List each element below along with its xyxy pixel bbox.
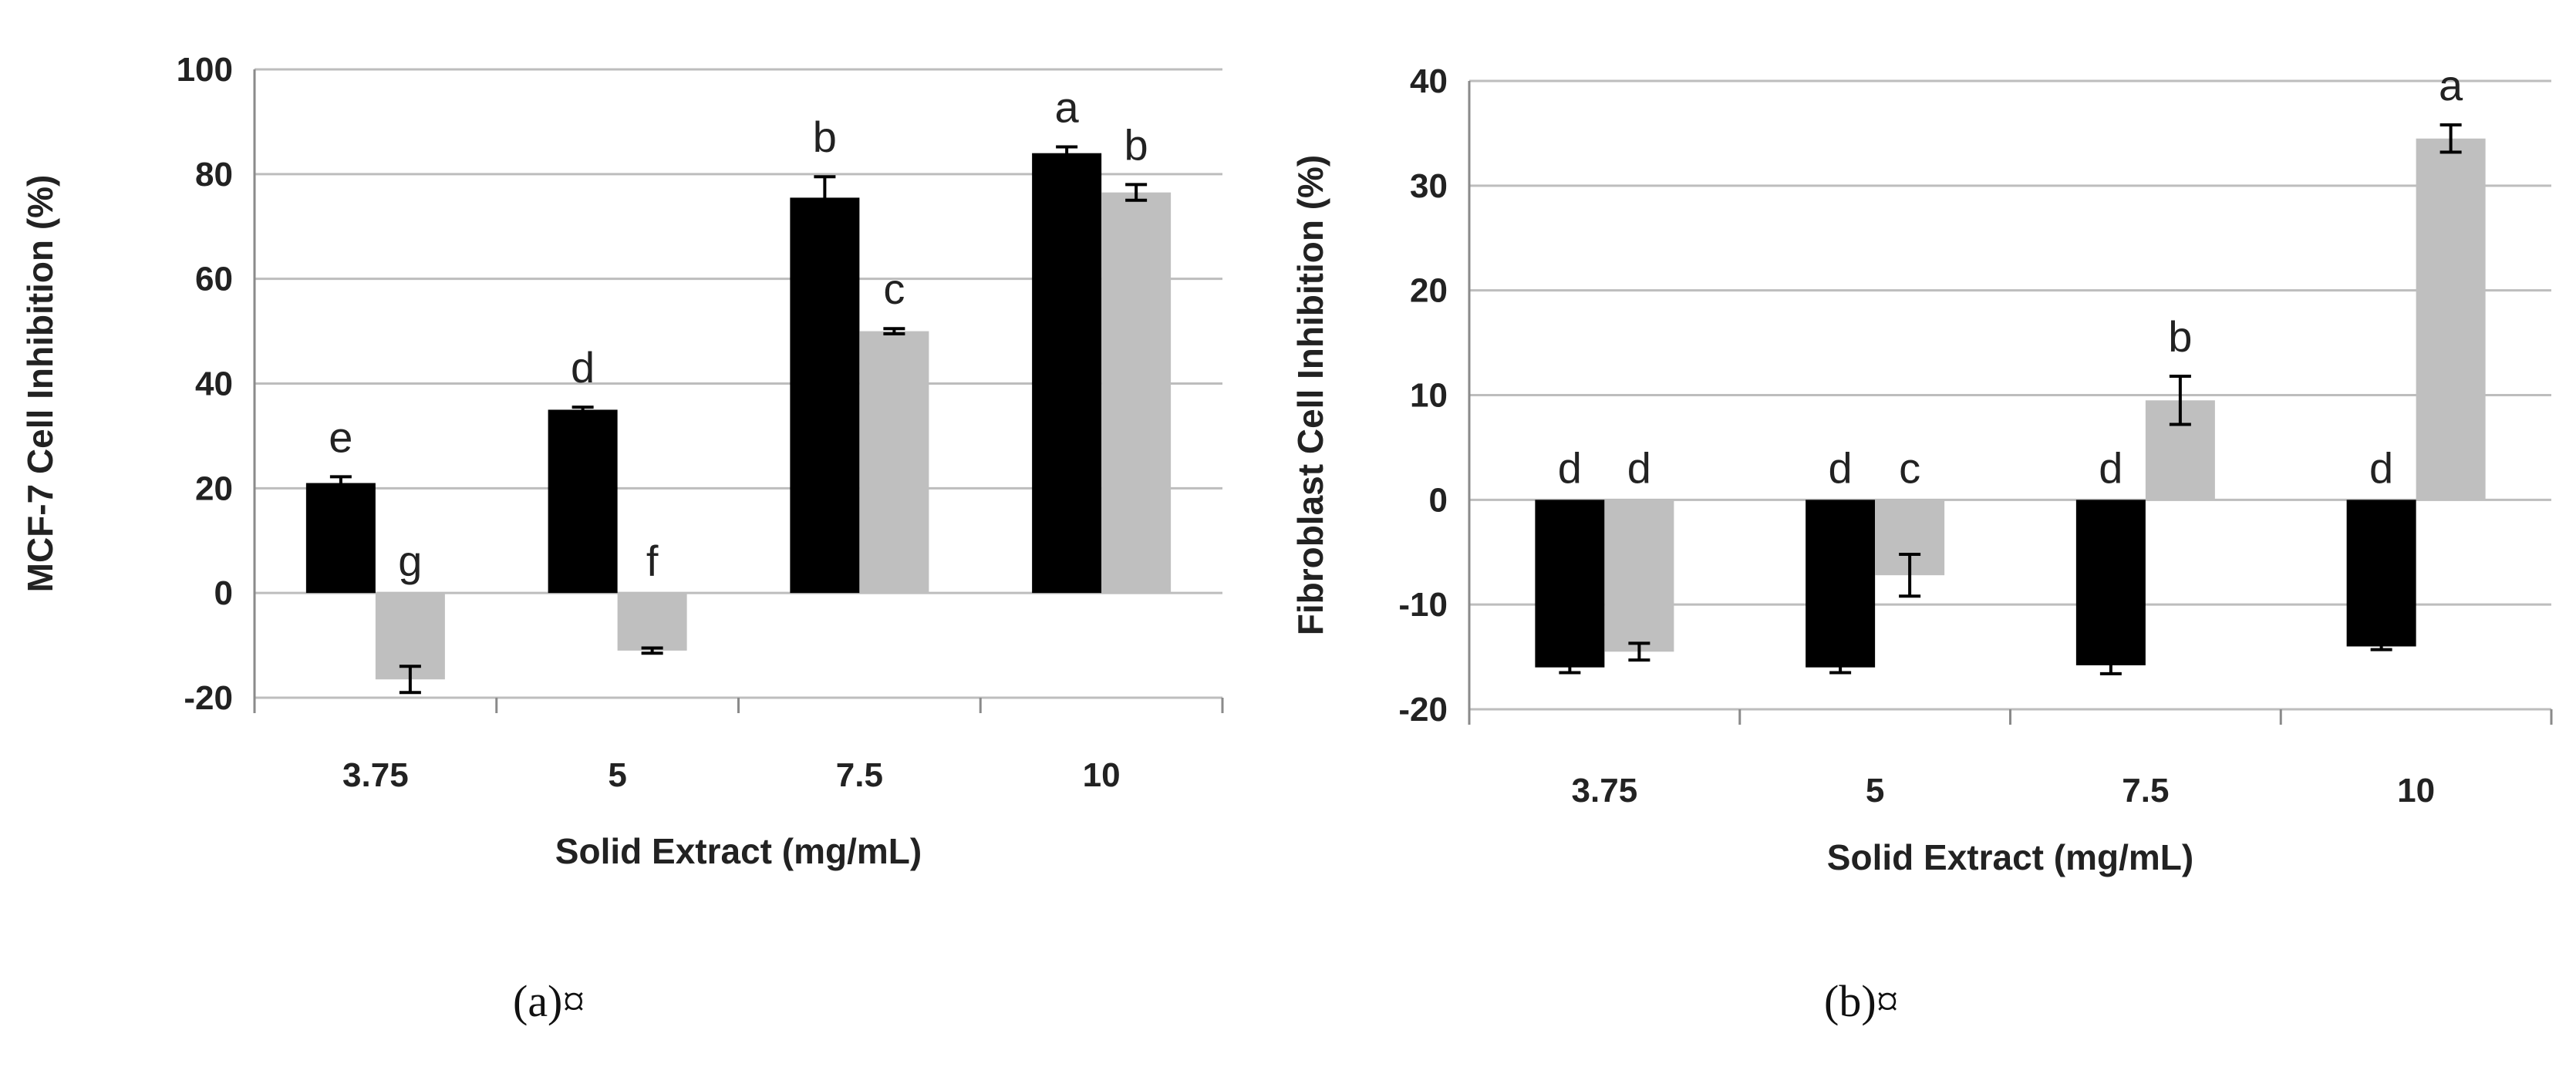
significance-letter: d [1627, 443, 1651, 492]
y-axis-title: Fibroblast Cell Inhibition (%) [1290, 155, 1330, 636]
y-tick-label: 100 [177, 51, 233, 89]
y-tick-label: 10 [1410, 377, 1448, 415]
x-axis-title: Solid Extract (mg/mL) [555, 831, 922, 871]
bar-black-5 [548, 409, 618, 594]
bar-black-3.75 [1535, 500, 1605, 668]
bar-gray-7.5 [859, 331, 929, 594]
x-tick-label: 7.5 [836, 756, 883, 794]
bar-black-10 [2346, 500, 2416, 647]
bar-gray-10 [1101, 192, 1172, 594]
bar-black-5 [1806, 500, 1876, 668]
x-tick-label: 3.75 [1572, 772, 1638, 810]
significance-letter: a [2439, 61, 2463, 109]
y-tick-label: 40 [195, 365, 233, 403]
y-axis-title: MCF-7 Cell Inhibition (%) [20, 175, 60, 593]
significance-letter: d [1558, 443, 1582, 492]
significance-letter: c [883, 264, 905, 313]
y-tick-label: 30 [1410, 167, 1448, 205]
y-tick-label: 0 [1429, 481, 1448, 519]
bar-gray-3.75 [1604, 500, 1674, 652]
y-tick-label: 40 [1410, 62, 1448, 100]
y-tick-label: 20 [195, 470, 233, 507]
x-axis-title: Solid Extract (mg/mL) [1827, 837, 2193, 877]
bar-black-3.75 [305, 483, 376, 594]
y-tick-label: -20 [184, 679, 233, 717]
bar-gray-10 [2416, 138, 2486, 500]
significance-letter: g [398, 537, 422, 585]
panel-caption: (b)¤ [1824, 976, 1899, 1026]
bar-black-7.5 [2075, 500, 2146, 665]
significance-letter: d [2099, 443, 2123, 492]
x-tick-label: 5 [1866, 772, 1884, 810]
panel-caption: (a)¤ [513, 976, 585, 1026]
y-tick-label: 60 [195, 261, 233, 298]
y-tick-label: -10 [1398, 586, 1448, 624]
significance-letter: b [813, 113, 837, 161]
bar-black-7.5 [790, 197, 860, 594]
significance-letter: d [2369, 443, 2393, 492]
x-tick-label: 7.5 [2122, 772, 2169, 810]
significance-letter: b [2168, 312, 2192, 361]
significance-letter: a [1055, 83, 1080, 132]
significance-letter: d [1829, 443, 1853, 492]
y-tick-label: 80 [195, 156, 233, 194]
y-tick-label: -20 [1398, 691, 1448, 729]
x-tick-label: 3.75 [342, 756, 409, 794]
bar-gray-5 [617, 593, 687, 651]
significance-letter: f [646, 537, 659, 585]
significance-letter: d [571, 343, 595, 392]
x-tick-label: 10 [2397, 772, 2435, 810]
bar-black-10 [1032, 153, 1102, 594]
x-tick-label: 5 [608, 756, 626, 794]
y-tick-label: 20 [1410, 272, 1448, 310]
significance-letter: e [329, 412, 352, 461]
significance-letter: c [1899, 443, 1920, 492]
significance-letter: b [1124, 120, 1148, 169]
y-tick-label: 0 [214, 574, 233, 612]
x-tick-label: 10 [1083, 756, 1121, 794]
